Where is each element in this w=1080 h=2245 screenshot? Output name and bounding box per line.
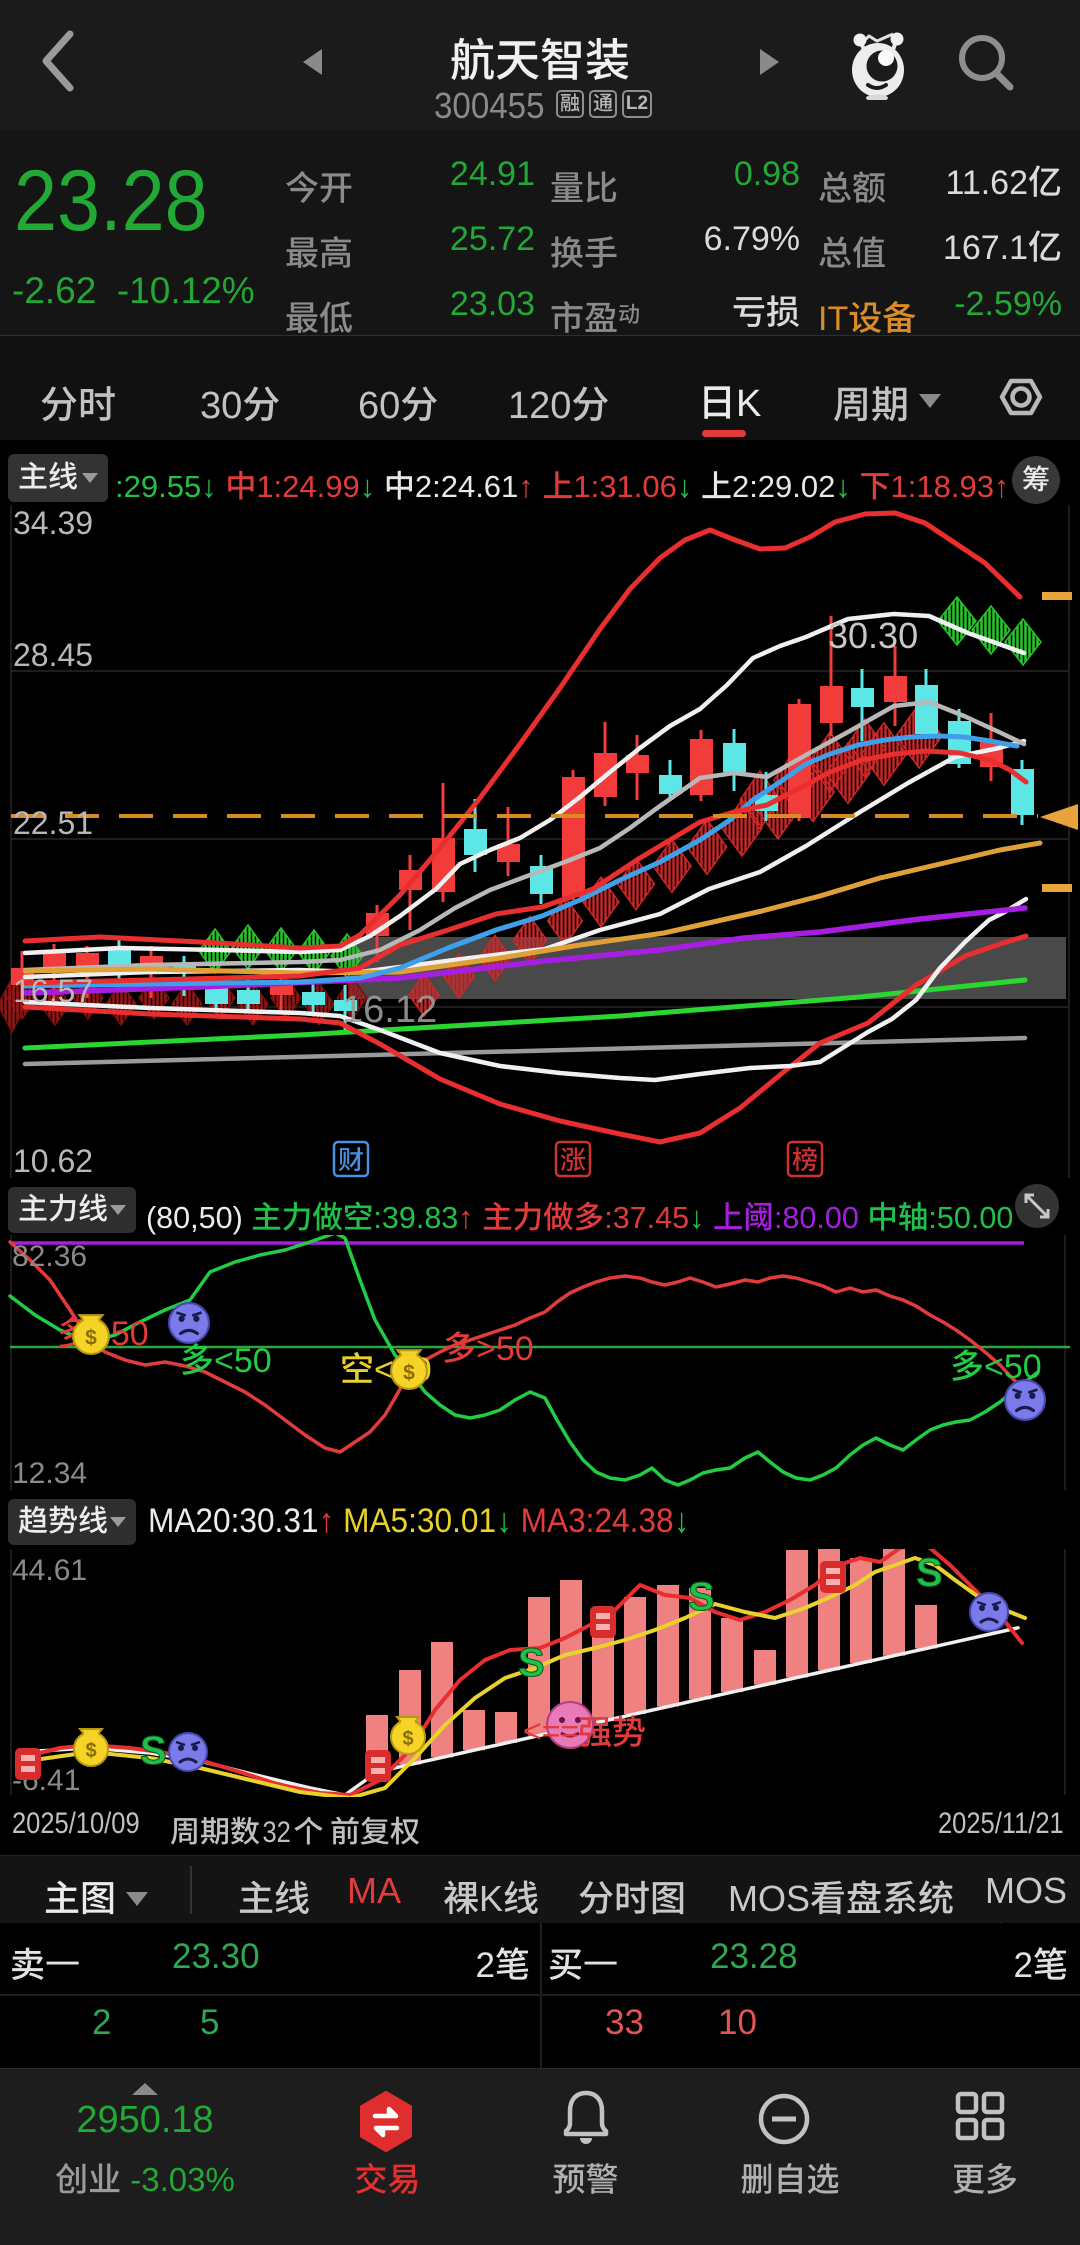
- svg-text:16.12: 16.12: [342, 989, 437, 1031]
- svg-text:强势: 强势: [578, 1714, 646, 1752]
- svg-text:多<50: 多<50: [180, 1342, 272, 1380]
- svg-text:$: $: [85, 1327, 97, 1350]
- svg-text:多>50: 多>50: [442, 1330, 534, 1368]
- svg-text:$: $: [85, 1740, 96, 1762]
- svg-text:30.30: 30.30: [828, 615, 918, 656]
- svg-text:82.36: 82.36: [12, 1240, 87, 1273]
- svg-text:涨: 涨: [560, 1145, 586, 1175]
- svg-text:44.61: 44.61: [12, 1554, 87, 1587]
- svg-text:16.57: 16.57: [13, 973, 93, 1009]
- svg-text:S: S: [518, 1641, 545, 1685]
- svg-text:34.39: 34.39: [13, 505, 93, 541]
- svg-text:10.62: 10.62: [13, 1143, 93, 1179]
- svg-text:S: S: [140, 1729, 167, 1773]
- svg-text:榜: 榜: [792, 1145, 818, 1175]
- svg-text:22.51: 22.51: [13, 805, 93, 841]
- svg-text:S: S: [688, 1575, 715, 1619]
- svg-text:12.34: 12.34: [12, 1457, 87, 1490]
- svg-text:$: $: [402, 1728, 413, 1750]
- svg-text:S: S: [916, 1551, 943, 1595]
- svg-text:财: 财: [338, 1145, 364, 1175]
- svg-text:<==: <==: [523, 1713, 579, 1749]
- svg-text:$: $: [403, 1362, 415, 1385]
- svg-text:28.45: 28.45: [13, 637, 93, 673]
